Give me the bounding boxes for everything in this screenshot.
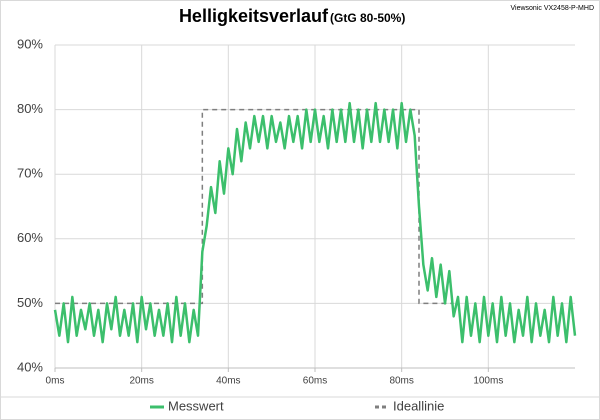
y-tick-label: 80% (17, 101, 43, 116)
chart-title: Helligkeitsverlauf (179, 6, 329, 26)
y-tick-label: 70% (17, 166, 43, 181)
x-tick-label: 0ms (46, 376, 65, 387)
x-tick-label: 60ms (303, 376, 327, 387)
series-line (53, 101, 577, 344)
x-tick-label: 100ms (473, 376, 503, 387)
y-tick-label: 60% (17, 230, 43, 245)
annotation: Viewsonic VX2458-P-MHD (510, 5, 594, 12)
legend-label: Ideallinie (393, 398, 444, 413)
y-tick-label: 40% (17, 359, 43, 374)
y-tick-label: 50% (17, 295, 43, 310)
x-tick-label: 20ms (129, 376, 153, 387)
chart-subtitle: (GtG 80-50%) (330, 11, 405, 25)
x-tick-label: 80ms (389, 376, 413, 387)
x-tick-label: 40ms (216, 376, 240, 387)
legend-label: Messwert (168, 398, 224, 413)
series-line (55, 108, 454, 305)
y-tick-label: 90% (17, 36, 43, 51)
